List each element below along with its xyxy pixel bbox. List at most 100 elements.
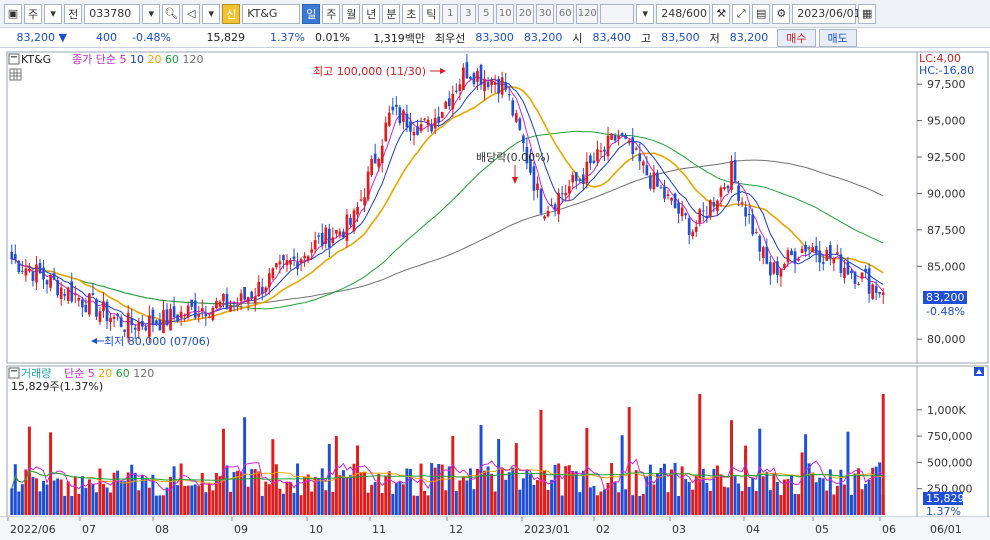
- period-yearly-button[interactable]: 년: [362, 3, 381, 24]
- volume-bar: [878, 462, 882, 515]
- x-axis-label: 11: [372, 523, 386, 536]
- period-weekly-button[interactable]: 주: [322, 3, 341, 24]
- volume-bar: [253, 469, 257, 515]
- volume-bar: [144, 478, 148, 515]
- price-axis-tick: 85,000: [927, 260, 966, 273]
- volume-bar: [186, 485, 190, 515]
- code-dropdown-icon[interactable]: ▾: [142, 3, 161, 24]
- window-icon[interactable]: ▣: [4, 3, 22, 24]
- candle-body: [88, 293, 91, 315]
- interval-10-button[interactable]: 10: [496, 3, 515, 24]
- interval-20-button[interactable]: 20: [516, 3, 535, 24]
- candle-body: [860, 272, 864, 279]
- candle-body: [451, 93, 455, 110]
- volume-bar: [324, 490, 328, 515]
- interval-60-button[interactable]: 60: [556, 3, 575, 24]
- candle-body: [162, 310, 165, 334]
- date-field[interactable]: 2023/06/01: [792, 3, 861, 24]
- volume-axis-tick: 500,000: [927, 456, 973, 469]
- speaker-icon[interactable]: ◁: [182, 3, 201, 24]
- settings-gear-icon[interactable]: ⚙: [772, 3, 791, 24]
- data-count-field[interactable]: 248/600: [656, 3, 711, 24]
- candle-body: [327, 228, 331, 248]
- volume-bar: [246, 486, 250, 515]
- interval-dropdown-icon[interactable]: ▾: [636, 3, 655, 24]
- volume-axis-tick: 750,000: [927, 430, 973, 443]
- volume-bar: [595, 495, 599, 515]
- volume-bar: [24, 469, 28, 515]
- save-icon[interactable]: ▤: [752, 3, 771, 24]
- period-second-button[interactable]: 초: [402, 3, 421, 24]
- chart-tools-icon[interactable]: ⚒: [712, 3, 731, 24]
- candle-body: [144, 327, 148, 331]
- volume-bar: [271, 439, 275, 515]
- interval-30-button[interactable]: 30: [536, 3, 555, 24]
- buy-button[interactable]: 매수: [777, 28, 816, 47]
- interval-3-button[interactable]: 3: [460, 3, 477, 24]
- dropdown-arrow-icon[interactable]: ▾: [44, 3, 63, 24]
- volume-bar: [832, 494, 836, 515]
- interval-120-button[interactable]: 120: [576, 3, 599, 24]
- candle-body: [564, 192, 568, 196]
- volume-bar: [744, 445, 748, 515]
- volume-bar: [197, 486, 201, 515]
- stock-name-field[interactable]: KT&G: [242, 3, 301, 24]
- prev-button[interactable]: 전: [64, 3, 83, 24]
- volume-panel-menu-icon[interactable]: [8, 367, 20, 379]
- interval-5-button[interactable]: 5: [478, 3, 495, 24]
- volume-bar: [20, 484, 24, 515]
- candle-body: [585, 161, 589, 184]
- candle-body: [296, 262, 299, 269]
- speaker-dropdown-icon[interactable]: ▾: [202, 3, 221, 24]
- volume-bar: [500, 468, 504, 515]
- sell-button[interactable]: 매도: [818, 28, 857, 47]
- candle-body: [366, 171, 370, 200]
- market-select[interactable]: 주: [24, 3, 43, 24]
- candle-body: [656, 172, 659, 187]
- period-daily-button[interactable]: 일: [302, 3, 321, 24]
- high-label: 고: [641, 31, 652, 45]
- stock-code-input[interactable]: 033780: [84, 3, 141, 24]
- candle-body: [469, 76, 472, 79]
- candle-body: [811, 247, 815, 252]
- volume-bar: [116, 470, 120, 515]
- draw-tools-icon[interactable]: ⤢: [732, 3, 751, 24]
- current-pct-label: -0.48%: [926, 305, 965, 318]
- volume-bar: [857, 468, 861, 515]
- candle-body: [747, 213, 751, 215]
- volume-bar: [229, 491, 232, 515]
- x-axis-label: 10: [309, 523, 323, 536]
- panel-menu-icon[interactable]: [8, 53, 20, 65]
- candle-body: [271, 268, 275, 279]
- volume-bar: [239, 471, 243, 515]
- candle-body: [529, 158, 532, 173]
- volume-bar: [440, 464, 444, 515]
- volume-bar: [384, 475, 388, 515]
- candle-body: [525, 146, 529, 164]
- candle-body: [56, 279, 59, 296]
- interval-1-button[interactable]: 1: [442, 3, 459, 24]
- calendar-icon[interactable]: ▦: [858, 3, 877, 24]
- candle-body: [610, 133, 613, 140]
- volume-bar: [740, 491, 744, 515]
- candle-body: [84, 304, 88, 313]
- price-panel[interactable]: [6, 51, 918, 364]
- hc-label: HC:-16,80: [919, 64, 974, 77]
- search-icon[interactable]: 🔍︎: [162, 3, 181, 24]
- stock-chart[interactable]: 2022/06 07 08 09 10 11 12 2023/01 02 03 04 05 06 06/0…: [0, 49, 990, 540]
- current-price: 83,200 ▼: [16, 31, 67, 44]
- candle-body: [21, 270, 24, 272]
- volume-bar: [373, 482, 377, 515]
- table-view-icon[interactable]: [9, 68, 22, 81]
- candle-body: [320, 233, 324, 246]
- interval-custom-input[interactable]: [600, 3, 635, 24]
- candle-body: [871, 284, 874, 300]
- period-monthly-button[interactable]: 월: [342, 3, 361, 24]
- period-tick-button[interactable]: 틱: [422, 3, 441, 24]
- candle-body: [423, 118, 426, 120]
- volume-bar: [94, 492, 98, 515]
- period-minute-button[interactable]: 분: [382, 3, 401, 24]
- candle-body: [634, 148, 638, 150]
- candle-body: [694, 226, 698, 232]
- volume-bar: [243, 417, 247, 515]
